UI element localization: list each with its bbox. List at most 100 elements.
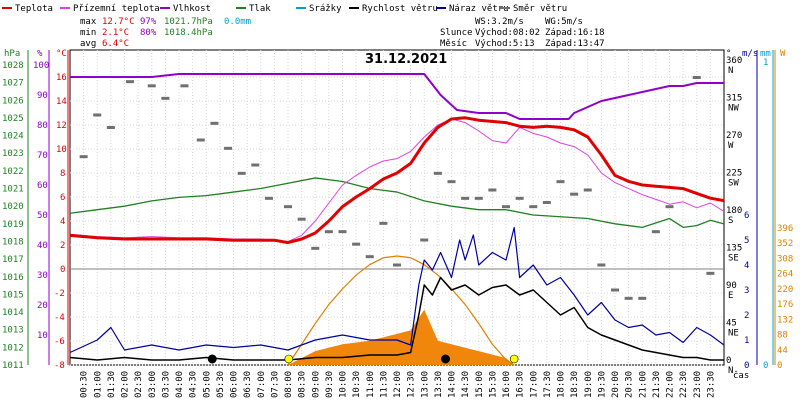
pct-tick-label: 30 xyxy=(37,271,48,281)
ms-tick-label: 1 xyxy=(744,336,749,346)
ms-tick-label: 4 xyxy=(744,261,749,271)
hpa-tick-label: 1011 xyxy=(2,361,24,371)
wind-direction-mark xyxy=(196,138,205,142)
wind-direction-mark xyxy=(488,188,497,192)
degc-tick-label: -6 xyxy=(54,337,65,347)
wind-speed-line xyxy=(69,276,724,361)
plot-frame xyxy=(69,49,725,366)
wind-direction-mark xyxy=(125,80,134,84)
hpa-tick-label: 1022 xyxy=(2,167,24,177)
wind-direction-mark xyxy=(502,205,510,209)
w-tick-label: 308 xyxy=(777,254,793,264)
w-tick-label: 176 xyxy=(777,300,793,310)
wind-direction-mark xyxy=(180,84,189,88)
x-tick-label: 10:30 xyxy=(352,371,362,398)
degc-tick-label: 2 xyxy=(60,241,65,251)
pressure-line xyxy=(69,177,725,229)
x-tick-label: 04:30 xyxy=(189,371,199,398)
wind-direction-mark xyxy=(224,146,233,150)
x-tick-label: 10:00 xyxy=(339,371,349,398)
x-tick-label: 07:30 xyxy=(270,371,280,398)
degc-tick-label: 16 xyxy=(56,73,67,83)
wind-speed-info: WS:3.2m/s xyxy=(475,17,524,27)
ms-tick-label: 0 xyxy=(744,361,749,371)
wind-direction-mark xyxy=(297,217,306,221)
x-tick-label: 05:30 xyxy=(216,371,226,398)
sunrise-info: Východ:08:02 xyxy=(475,28,540,38)
hpa-tick-label: 1013 xyxy=(2,326,24,336)
deg-tick-label: 135 xyxy=(726,244,742,254)
degc-tick-label: 4 xyxy=(60,217,65,227)
wind-direction-mark xyxy=(433,171,442,175)
degc-tick-label: 14 xyxy=(56,97,67,107)
x-tick-label: 20:00 xyxy=(611,371,621,398)
hpa-tick-label: 1015 xyxy=(2,290,24,300)
ms-tick-label: 2 xyxy=(744,311,749,321)
x-tick-label: 07:00 xyxy=(257,371,267,398)
deg-tick-label: 315 xyxy=(726,94,742,104)
x-tick-label: 21:30 xyxy=(652,371,662,398)
legend-label: Přízemní teplota xyxy=(73,4,160,14)
direction-label: N xyxy=(728,66,733,76)
wind-direction-mark xyxy=(79,155,88,159)
w-tick-label: 44 xyxy=(777,346,788,356)
x-tick-label: 18:00 xyxy=(557,371,567,398)
wind-direction-mark xyxy=(638,296,647,300)
x-tick-label: 17:00 xyxy=(529,371,539,398)
x-tick-label: 11:30 xyxy=(379,371,389,398)
degc-tick-label: 12 xyxy=(56,121,67,131)
wind-direction-mark xyxy=(237,171,246,175)
hpa-tick-label: 1026 xyxy=(2,96,24,106)
chart-title: 31.12.2021 xyxy=(365,52,447,67)
ms-tick-label: 5 xyxy=(744,236,749,246)
hpa-tick-label: 1014 xyxy=(2,308,24,318)
pct-tick-label: 70 xyxy=(37,151,48,161)
w-tick-label: 88 xyxy=(777,331,788,341)
deg-tick-label: 45 xyxy=(726,319,737,329)
moonset-info: Západ:13:47 xyxy=(545,39,605,49)
x-tick-label: 22:00 xyxy=(666,371,676,398)
hpa-tick-label: 1025 xyxy=(2,114,24,124)
solar-radiation-area xyxy=(288,309,515,365)
pct-axis-label: % xyxy=(37,49,43,59)
degc-tick-label: 8 xyxy=(60,169,65,179)
x-tick-label: 03:00 xyxy=(148,371,158,398)
stats-pressure: 1021.7hPa xyxy=(164,17,213,27)
wind-direction-mark xyxy=(692,76,701,79)
sunset-info: Západ:16:18 xyxy=(545,28,605,38)
wind-direction-mark xyxy=(106,126,115,129)
moonrise-info: Východ:5:13 xyxy=(475,39,535,49)
x-tick-label: 16:00 xyxy=(502,371,512,398)
stats-temp: 12.7°C xyxy=(102,17,135,27)
x-tick-label: 17:30 xyxy=(543,371,553,398)
x-tick-label: 11:00 xyxy=(366,371,376,398)
hpa-tick-label: 1027 xyxy=(2,79,24,89)
hpa-tick-label: 1019 xyxy=(2,220,24,230)
stats-row-label: avg xyxy=(80,39,96,49)
wind-direction-mark xyxy=(651,230,660,234)
humidity-line xyxy=(70,73,724,120)
degc-tick-label: -2 xyxy=(54,289,65,299)
wind-direction-mark xyxy=(161,96,170,100)
deg-tick-label: 0 xyxy=(726,356,731,366)
wind-direction-mark xyxy=(93,113,102,117)
hpa-tick-label: 1020 xyxy=(2,202,24,212)
wind-direction-mark xyxy=(311,246,320,250)
clear-sky-radiation-line xyxy=(287,255,515,366)
stats-humidity: 97% xyxy=(140,17,157,27)
stats-temp: 6.4°C xyxy=(102,39,129,49)
x-tick-label: 14:30 xyxy=(461,371,471,398)
wind-direction-mark xyxy=(210,121,219,125)
wind-direction-mark xyxy=(264,196,273,200)
w-tick-label: 352 xyxy=(777,239,793,249)
x-axis-label: čas xyxy=(733,370,749,381)
x-tick-label: 19:00 xyxy=(584,371,594,398)
wind-gust-line xyxy=(69,226,725,354)
x-tick-label: 08:00 xyxy=(284,371,294,398)
w-tick-label: 220 xyxy=(777,285,793,295)
wind-direction-mark xyxy=(624,296,633,300)
x-tick-label: 00:30 xyxy=(80,371,90,398)
x-tick-label: 18:30 xyxy=(570,371,580,398)
wind-direction-mark xyxy=(147,84,156,88)
hpa-tick-label: 1012 xyxy=(2,343,24,353)
